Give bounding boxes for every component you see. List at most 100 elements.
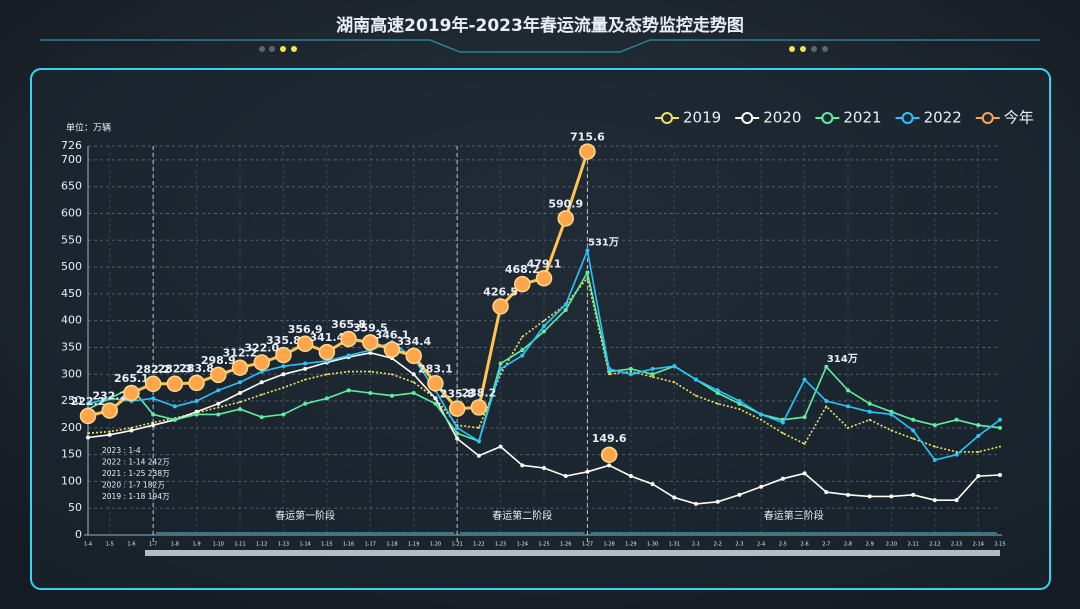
data-point: [955, 450, 958, 453]
data-point: [780, 420, 785, 425]
x-tick-label: 1-26: [560, 542, 571, 548]
value-label: 283.1: [418, 362, 453, 375]
data-point: [672, 364, 677, 369]
value-label: 426.5: [483, 285, 518, 298]
stage-label: 春运第三阶段: [764, 509, 824, 522]
value-label: 335.8: [266, 334, 301, 347]
data-point: [847, 426, 849, 429]
x-tick-label: 1-17: [365, 542, 376, 548]
data-point: [520, 353, 525, 358]
data-point: [933, 445, 936, 448]
x-tick-label: 1-25: [538, 542, 549, 548]
chart-title: 湖南高速2019年-2023年春运流量及态势监控走势图: [336, 15, 744, 36]
data-point: [977, 450, 980, 453]
data-point: [499, 373, 502, 376]
data-point: [579, 143, 596, 160]
legend-swatch: [661, 112, 673, 124]
data-point: [803, 442, 806, 445]
y-tick-label: 700: [61, 153, 82, 166]
x-tick-label: 1-20: [430, 542, 441, 548]
data-point: [563, 474, 568, 479]
data-point: [542, 329, 546, 334]
data-point: [152, 421, 155, 424]
data-point: [217, 406, 220, 409]
data-point: [296, 335, 314, 353]
data-point: [87, 432, 89, 435]
x-tick-label: 1-6: [127, 542, 135, 548]
data-point: [912, 437, 915, 440]
data-point: [107, 432, 112, 437]
data-point: [253, 354, 270, 371]
data-point: [998, 472, 1002, 477]
x-tick-label: 1-23: [495, 542, 506, 548]
data-point: [825, 405, 828, 408]
data-point: [304, 378, 307, 381]
scrollbar[interactable]: [145, 550, 1000, 556]
legend-label: 2022: [924, 109, 962, 127]
data-point: [737, 399, 742, 404]
data-point: [260, 393, 263, 396]
x-tick-label: 2-7: [822, 542, 830, 548]
data-point: [411, 391, 416, 396]
data-point: [346, 388, 351, 393]
data-point: [86, 401, 90, 406]
data-point: [998, 417, 1002, 422]
y-tick-label: 450: [61, 287, 82, 300]
data-point: [238, 391, 242, 396]
y-tick-label: 250: [61, 394, 82, 407]
value-label: 334.4: [396, 335, 431, 348]
data-point: [194, 399, 199, 404]
data-point: [79, 407, 97, 425]
data-point: [932, 498, 937, 503]
value-label: 283.8: [179, 362, 214, 375]
value-label: 235.8: [440, 388, 475, 401]
x-tick-label: 2-4: [757, 542, 765, 548]
unit-label: 单位：万辆: [66, 122, 111, 134]
y-tick-label: 300: [61, 367, 82, 380]
data-point: [340, 330, 357, 348]
data-point: [303, 361, 308, 366]
data-point: [824, 399, 829, 404]
value-label: 590.9: [548, 197, 583, 210]
data-point: [520, 348, 525, 353]
data-point: [368, 391, 373, 396]
legend-swatch: [901, 112, 914, 124]
data-point: [448, 400, 466, 417]
x-tick-label: 2-8: [844, 542, 852, 548]
data-point: [998, 425, 1002, 430]
data-point: [101, 402, 118, 419]
legend-label: 2019: [683, 109, 721, 127]
x-tick-label: 1-30: [647, 542, 658, 548]
data-point: [216, 388, 221, 393]
x-tick-label: 2-14: [973, 542, 984, 548]
x-tick-label: 1-24: [517, 542, 528, 548]
data-point: [346, 353, 351, 358]
data-point: [427, 375, 444, 392]
note: 2019 : 1-18 194万: [102, 492, 170, 501]
data-point: [172, 417, 177, 422]
data-point: [151, 412, 156, 417]
data-point: [194, 412, 199, 417]
data-point: [889, 494, 894, 499]
data-point: [498, 366, 503, 371]
data-point: [650, 366, 655, 371]
y-tick-label: 500: [61, 260, 82, 273]
data-point: [281, 372, 286, 377]
data-point: [824, 490, 829, 495]
data-point: [781, 432, 784, 435]
data-point: [672, 495, 677, 500]
data-point: [455, 436, 460, 441]
x-tick-label: 1-13: [278, 542, 289, 548]
value-label: 359.5: [353, 321, 388, 334]
data-point: [673, 381, 676, 384]
y-tick-label: 150: [61, 448, 82, 461]
x-tick-label: 2-2: [714, 542, 722, 548]
data-point: [86, 435, 90, 440]
data-point: [411, 372, 416, 377]
data-point: [433, 396, 438, 401]
data-point: [325, 373, 328, 376]
data-point: [123, 384, 140, 402]
data-point: [557, 210, 574, 227]
data-point: [542, 466, 546, 471]
